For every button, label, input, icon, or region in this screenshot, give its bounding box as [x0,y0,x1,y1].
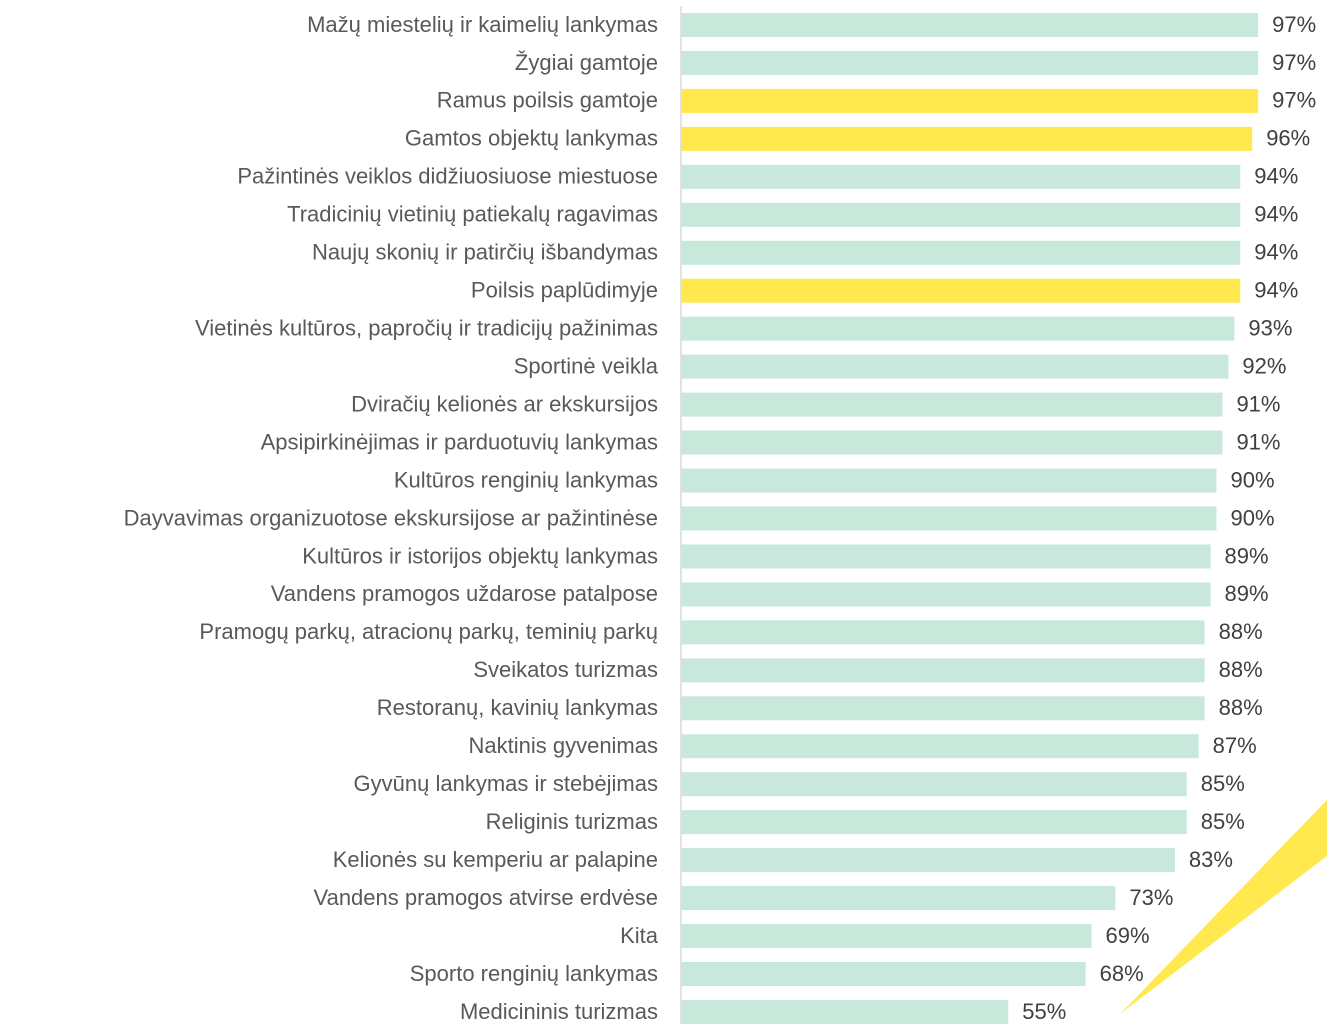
bar [681,126,1253,151]
value-label: 90% [1231,505,1275,530]
bar [681,392,1223,417]
category-label: Naujų skonių ir patirčių išbandymas [312,240,658,265]
category-label: Gamtos objektų lankymas [405,126,658,151]
value-label: 73% [1129,885,1173,910]
category-label: Sportinė veikla [514,353,659,378]
category-label: Naktinis gyvenimas [468,733,658,758]
category-label: Kita [620,923,659,948]
category-label: Kelionės su kemperiu ar palapine [333,847,658,872]
value-label: 94% [1254,202,1298,227]
value-label: 96% [1266,126,1310,151]
value-label: 94% [1254,240,1298,265]
value-label: 87% [1213,733,1257,758]
bar [681,734,1199,759]
bar [681,50,1259,75]
bar [681,202,1241,227]
value-label: 88% [1219,695,1263,720]
bar [681,810,1187,835]
category-label: Restoranų, kavinių lankymas [377,695,658,720]
bar [681,772,1187,797]
value-label: 97% [1272,88,1316,113]
value-label: 55% [1022,999,1066,1024]
category-label: Pažintinės veiklos didžiuosiuose miestuo… [237,164,658,189]
category-label: Apsipirkinėjimas ir parduotuvių lankymas [261,429,658,454]
bar [681,316,1235,341]
category-label: Dviračių kelionės ar ekskursijos [351,391,658,416]
bar [681,999,1009,1024]
bar [681,620,1205,645]
category-label: Ramus poilsis gamtoje [437,88,658,113]
category-label: Vandens pramogos uždarose patalpose [271,581,658,606]
category-label: Religinis turizmas [486,809,658,834]
value-label: 94% [1254,164,1298,189]
value-label: 91% [1236,429,1280,454]
bar [681,962,1086,986]
value-label: 90% [1231,467,1275,492]
value-label: 94% [1254,278,1298,303]
bar [681,544,1211,569]
bar [681,164,1241,189]
value-label: 89% [1225,581,1269,606]
category-label: Kultūros renginių lankymas [394,467,658,492]
bar [681,354,1229,379]
value-label: 69% [1106,923,1150,948]
category-label: Sveikatos turizmas [473,657,658,682]
category-label: Medicininis turizmas [460,999,658,1024]
bar [681,278,1241,303]
bar [681,240,1241,265]
category-label: Vandens pramogos atvirse erdvėse [314,885,658,910]
bar [681,696,1205,721]
category-label: Pramogų parkų, atracionų parkų, teminių … [199,619,658,644]
category-label: Mažų miestelių ir kaimelių lankymas [307,12,658,37]
bar [681,430,1223,455]
value-label: 97% [1272,12,1316,37]
value-label: 68% [1100,961,1144,986]
category-label: Tradicinių vietinių patiekalų ragavimas [287,202,658,227]
value-label: 83% [1189,847,1233,872]
bar [681,88,1259,113]
bar [681,13,1259,37]
bar [681,468,1217,493]
value-label: 85% [1201,771,1245,796]
value-label: 89% [1225,543,1269,568]
category-label: Vietinės kultūros, papročių ir tradicijų… [195,315,658,340]
category-label: Sporto renginių lankymas [410,961,658,986]
bar [681,924,1092,949]
decoration [1120,800,1327,1014]
category-label: Žygiai gamtoje [515,50,658,75]
category-label: Poilsis paplūdimyje [471,278,658,303]
bar [681,506,1217,531]
bar [681,658,1205,683]
bar [681,848,1175,873]
bar [681,886,1116,911]
value-label: 97% [1272,50,1316,75]
category-label: Dayvavimas organizuotose ekskursijose ar… [124,505,658,530]
value-label: 88% [1219,657,1263,682]
value-label: 92% [1242,353,1286,378]
value-label: 88% [1219,619,1263,644]
value-label: 93% [1248,315,1292,340]
category-label: Gyvūnų lankymas ir stebėjimas [354,771,658,796]
value-label: 85% [1201,809,1245,834]
bar [681,582,1211,607]
value-label: 91% [1236,391,1280,416]
category-label: Kultūros ir istorijos objektų lankymas [302,543,658,568]
